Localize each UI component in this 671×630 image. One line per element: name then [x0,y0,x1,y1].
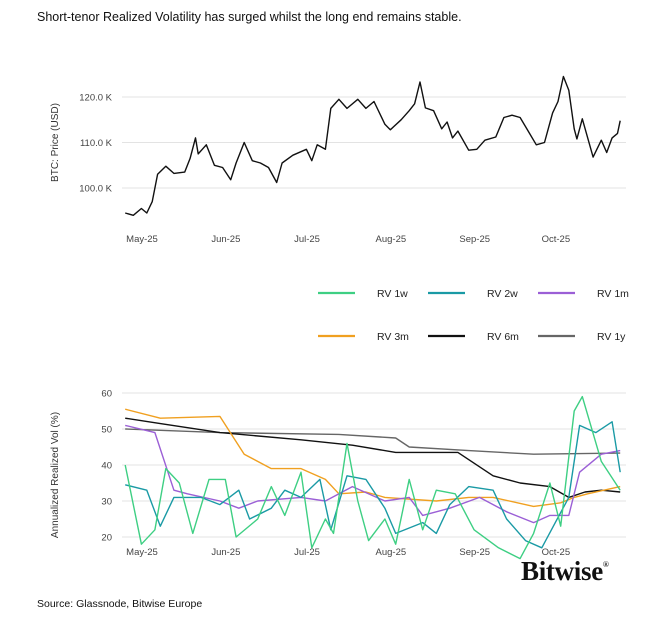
series-line-rv-3m [125,408,621,508]
series-line-rv-1m [125,424,621,524]
x-tick-label: Jul-25 [294,234,320,245]
x-tick-label: Aug-25 [376,547,407,558]
y-tick-label: 30 [101,497,112,508]
y-tick-label: 110.0 K [80,138,113,149]
y-tick-label: 50 [101,425,112,436]
x-tick-label: Jul-25 [294,547,320,558]
legend-label: RV 1m [597,288,629,300]
y-axis-label: Annualized Realized Vol (%) [50,412,61,538]
x-tick-label: May-25 [126,547,158,558]
series-line-rv-2w [125,421,621,549]
source-note: Source: Glassnode, Bitwise Europe [37,598,203,610]
y-tick-label: 100.0 K [79,184,112,195]
x-tick-label: Aug-25 [376,234,407,245]
x-tick-label: Oct-25 [542,547,571,558]
y-axis-label: BTC: Price (USD) [50,103,61,182]
x-tick-label: Oct-25 [542,234,571,245]
x-tick-label: Sep-25 [459,547,490,558]
series-line-rv-1y [125,428,621,455]
y-tick-label: 60 [101,389,112,400]
x-tick-label: Jun-25 [211,547,240,558]
series-line-rv-6m [125,417,621,499]
legend-label: RV 2w [487,288,518,300]
legend-label: RV 3m [377,331,409,343]
series-line-rv-1w [124,395,621,560]
bitwise-logo: Bitwise® [521,556,609,586]
x-tick-label: May-25 [126,234,158,245]
chart-title: Short-tenor Realized Volatility has surg… [37,10,462,24]
legend-label: RV 1y [597,331,626,343]
x-tick-label: Sep-25 [459,234,490,245]
series-line [125,75,621,217]
x-tick-label: Jun-25 [211,234,240,245]
y-tick-label: 20 [101,533,112,544]
y-tick-label: 120.0 K [79,93,112,104]
legend-label: RV 1w [377,288,408,300]
y-tick-label: 40 [101,461,112,472]
legend-label: RV 6m [487,331,519,343]
